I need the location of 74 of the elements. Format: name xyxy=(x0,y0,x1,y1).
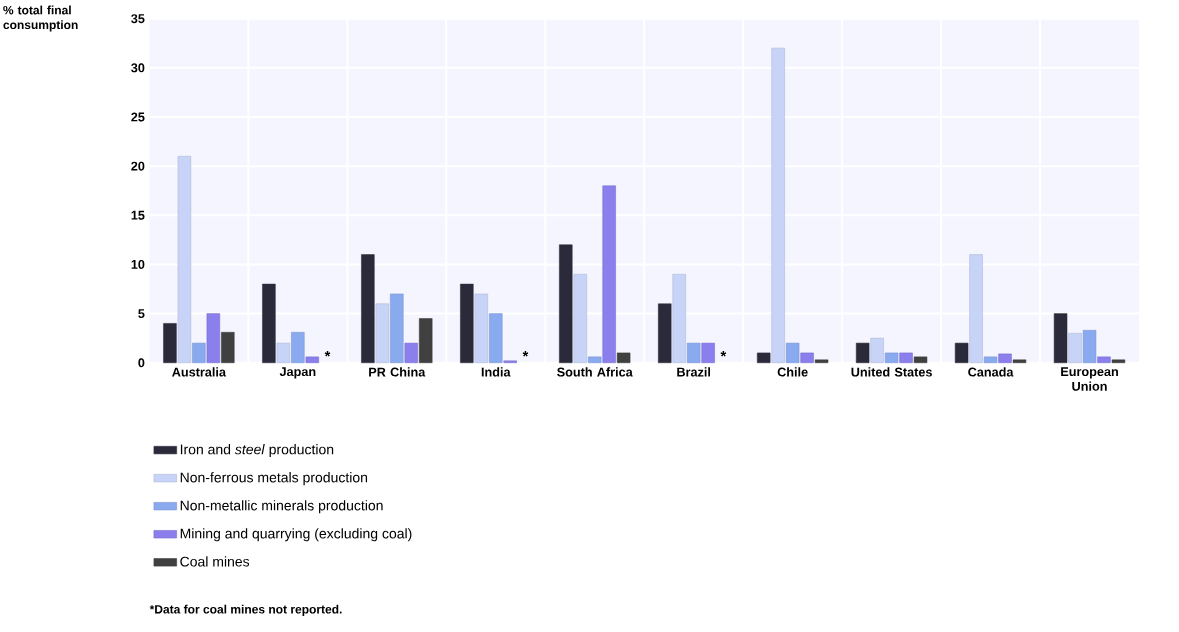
bar xyxy=(884,352,899,363)
y-tick-label: 15 xyxy=(131,210,145,220)
bar xyxy=(1053,313,1068,363)
bar xyxy=(870,337,884,363)
bar xyxy=(291,331,305,363)
bar xyxy=(177,155,192,363)
bar xyxy=(913,356,928,363)
bar xyxy=(206,313,221,363)
bar xyxy=(757,352,771,363)
bar xyxy=(602,185,616,363)
x-tick-label: India xyxy=(481,367,511,377)
x-tick-label: Brazil xyxy=(677,367,711,377)
bar xyxy=(1082,329,1097,363)
bar xyxy=(1111,359,1126,363)
y-axis-title: % total final consumption xyxy=(3,5,78,32)
x-tick-label: United States xyxy=(851,367,932,377)
bar xyxy=(489,313,503,363)
bar xyxy=(672,273,686,363)
bar xyxy=(998,353,1012,363)
bar xyxy=(221,331,235,363)
bar xyxy=(616,352,631,363)
y-tick-label: 5 xyxy=(138,309,145,318)
bar xyxy=(969,254,983,363)
x-tick-label: PR China xyxy=(369,367,426,377)
bar xyxy=(361,254,375,363)
bar xyxy=(474,293,488,363)
bar xyxy=(573,273,587,363)
x-tick-label: Chile xyxy=(777,367,808,377)
bar xyxy=(983,356,998,363)
legend-label: Mining and quarrying (excluding coal) xyxy=(180,528,412,542)
y-tick-label: 20 xyxy=(131,161,145,171)
legend-label: Coal mines xyxy=(180,556,250,567)
bar xyxy=(658,303,672,363)
bar xyxy=(1068,332,1082,363)
bar xyxy=(262,283,276,363)
bar xyxy=(305,356,319,363)
bar xyxy=(192,342,206,363)
bar xyxy=(814,359,829,363)
bar xyxy=(588,356,602,363)
bar xyxy=(390,293,404,363)
x-tick-label: Japan xyxy=(279,367,316,379)
bar xyxy=(163,323,177,363)
bar xyxy=(404,342,418,363)
bar xyxy=(771,47,785,363)
x-tick-label: Canada xyxy=(968,367,1014,377)
annotation: * xyxy=(720,351,727,357)
bar xyxy=(800,352,814,363)
bar xyxy=(419,318,433,363)
y-tick-label: 0 xyxy=(138,358,145,368)
annotation: * xyxy=(324,351,331,357)
x-tick-label: European Union xyxy=(1061,367,1118,391)
y-tick-label: 30 xyxy=(131,63,145,73)
bar xyxy=(899,352,913,363)
bar xyxy=(1012,359,1027,363)
legend-label: Iron and steel production xyxy=(180,443,334,458)
bar xyxy=(785,342,800,363)
bar xyxy=(686,342,701,363)
legend-label: Non-ferrous metals production xyxy=(180,472,368,486)
y-tick-label: 25 xyxy=(131,112,145,122)
bar xyxy=(559,244,573,363)
annotation: * xyxy=(522,351,529,357)
bar xyxy=(1097,356,1111,363)
x-tick-label: Australia xyxy=(172,367,227,377)
y-tick-label: 35 xyxy=(131,14,145,24)
bar xyxy=(855,342,870,363)
x-tick-label: South Africa xyxy=(557,367,633,377)
bar xyxy=(701,342,715,363)
text: *Data for coal mines not reported. xyxy=(149,604,342,616)
legend-label: Non-metallic minerals production xyxy=(180,500,383,514)
bar xyxy=(954,342,969,363)
y-tick-label: 10 xyxy=(131,259,145,269)
bar xyxy=(460,283,474,363)
bar xyxy=(276,342,291,363)
bar xyxy=(375,303,390,363)
